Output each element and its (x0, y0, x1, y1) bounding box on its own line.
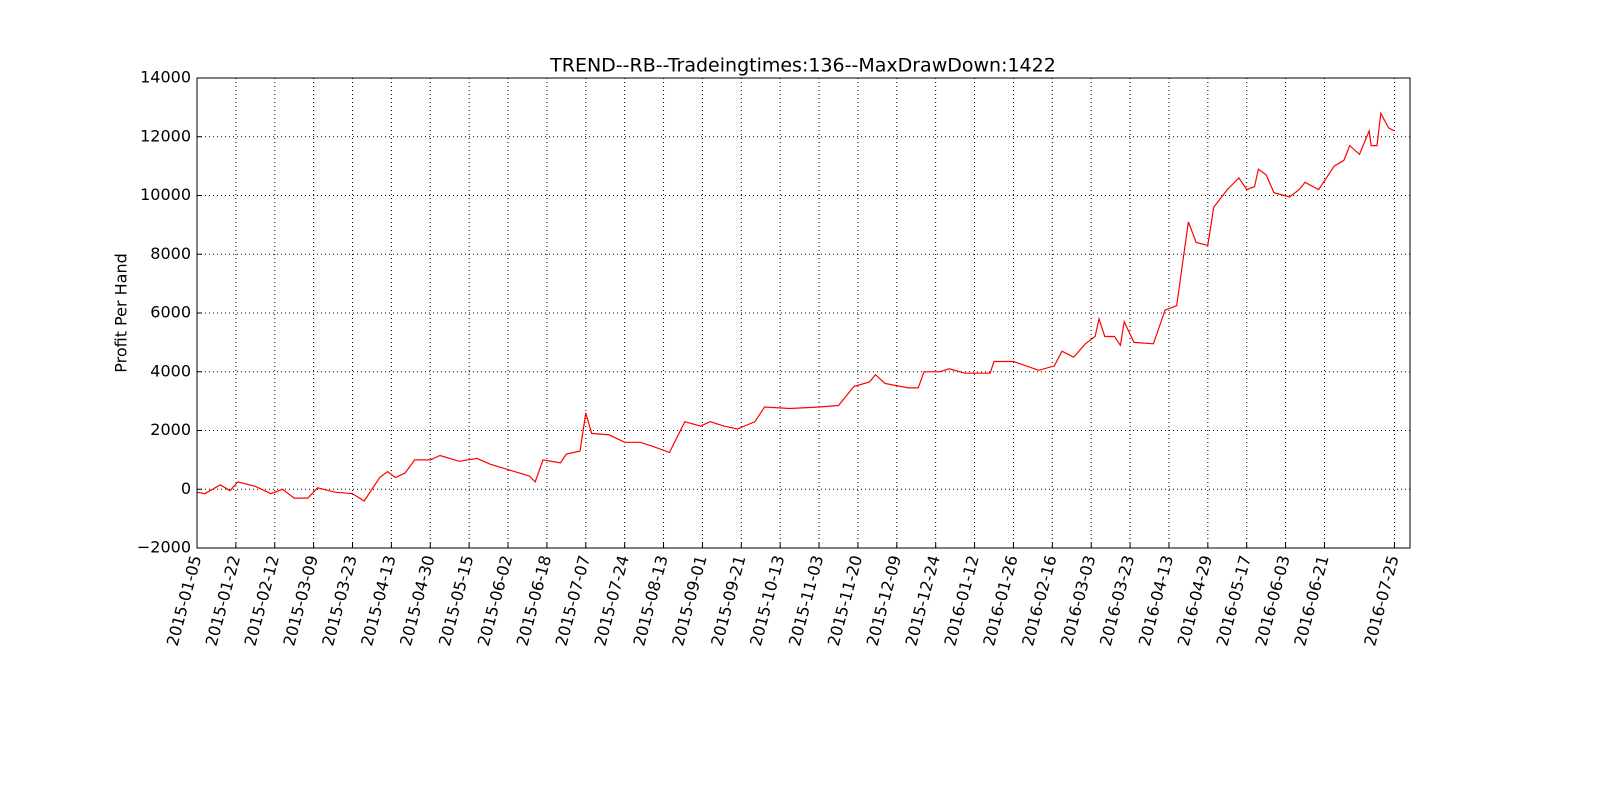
y-axis-label: Profit Per Hand (112, 253, 131, 373)
x-tick-label: 2015-09-01 (668, 553, 710, 648)
x-tick-label: 2015-07-07 (552, 553, 594, 648)
x-tick-label: 2015-01-05 (163, 553, 205, 648)
x-tick-label: 2015-08-13 (629, 553, 671, 648)
x-tick-label: 2016-04-29 (1174, 553, 1216, 648)
x-tick-label: 2015-06-02 (474, 553, 516, 648)
x-tick-label: 2015-01-22 (202, 553, 244, 648)
x-tick-label: 2015-03-09 (279, 553, 321, 648)
x-tick-label: 2015-04-30 (396, 553, 438, 648)
x-tick-label: 2016-01-12 (940, 553, 982, 648)
x-tick-label: 2015-09-21 (707, 553, 749, 648)
x-tick-label: 2016-03-23 (1096, 553, 1138, 648)
y-tick-label: 14000 (140, 68, 191, 87)
x-tick-label: 2016-06-21 (1290, 553, 1332, 648)
x-tick-label: 2015-11-20 (824, 553, 866, 648)
x-tick-label: 2015-05-15 (435, 553, 477, 648)
x-tick-label: 2015-11-03 (785, 553, 827, 648)
x-tick-label: 2015-06-18 (513, 553, 555, 648)
y-tick-label: 0 (181, 479, 191, 498)
x-tick-label: 2015-10-13 (746, 553, 788, 648)
x-tick-label: 2016-06-03 (1251, 553, 1293, 648)
x-tick-label: 2015-07-24 (590, 553, 632, 648)
x-tick-label: 2016-04-13 (1135, 553, 1177, 648)
y-tick-label: 8000 (150, 244, 191, 263)
y-tick-label: 2000 (150, 420, 191, 439)
y-tick-label: 12000 (140, 126, 191, 145)
chart-title: TREND--RB--Tradeingtimes:136--MaxDrawDow… (549, 55, 1056, 77)
x-tick-label: 2016-07-25 (1360, 553, 1402, 648)
plot-frame (196, 77, 1411, 549)
x-tick-label: 2015-04-13 (357, 553, 399, 648)
x-tick-label: 2015-12-24 (901, 553, 943, 648)
y-tick-label: 4000 (150, 361, 191, 380)
x-tick-label: 2016-05-17 (1213, 553, 1255, 648)
line-series (196, 111, 1395, 502)
x-tick-label: 2016-03-03 (1057, 553, 1099, 648)
y-tick-label: 10000 (140, 185, 191, 204)
x-tick-label: 2015-03-23 (318, 553, 360, 648)
x-tick-label: 2016-01-26 (979, 553, 1021, 648)
x-tick-label: 2015-12-09 (863, 553, 905, 648)
x-tick-label: 2016-02-16 (1018, 553, 1060, 648)
x-tick-label: 2015-02-12 (241, 553, 283, 648)
y-tick-label: 6000 (150, 303, 191, 322)
y-tick-label: −2000 (137, 538, 191, 557)
